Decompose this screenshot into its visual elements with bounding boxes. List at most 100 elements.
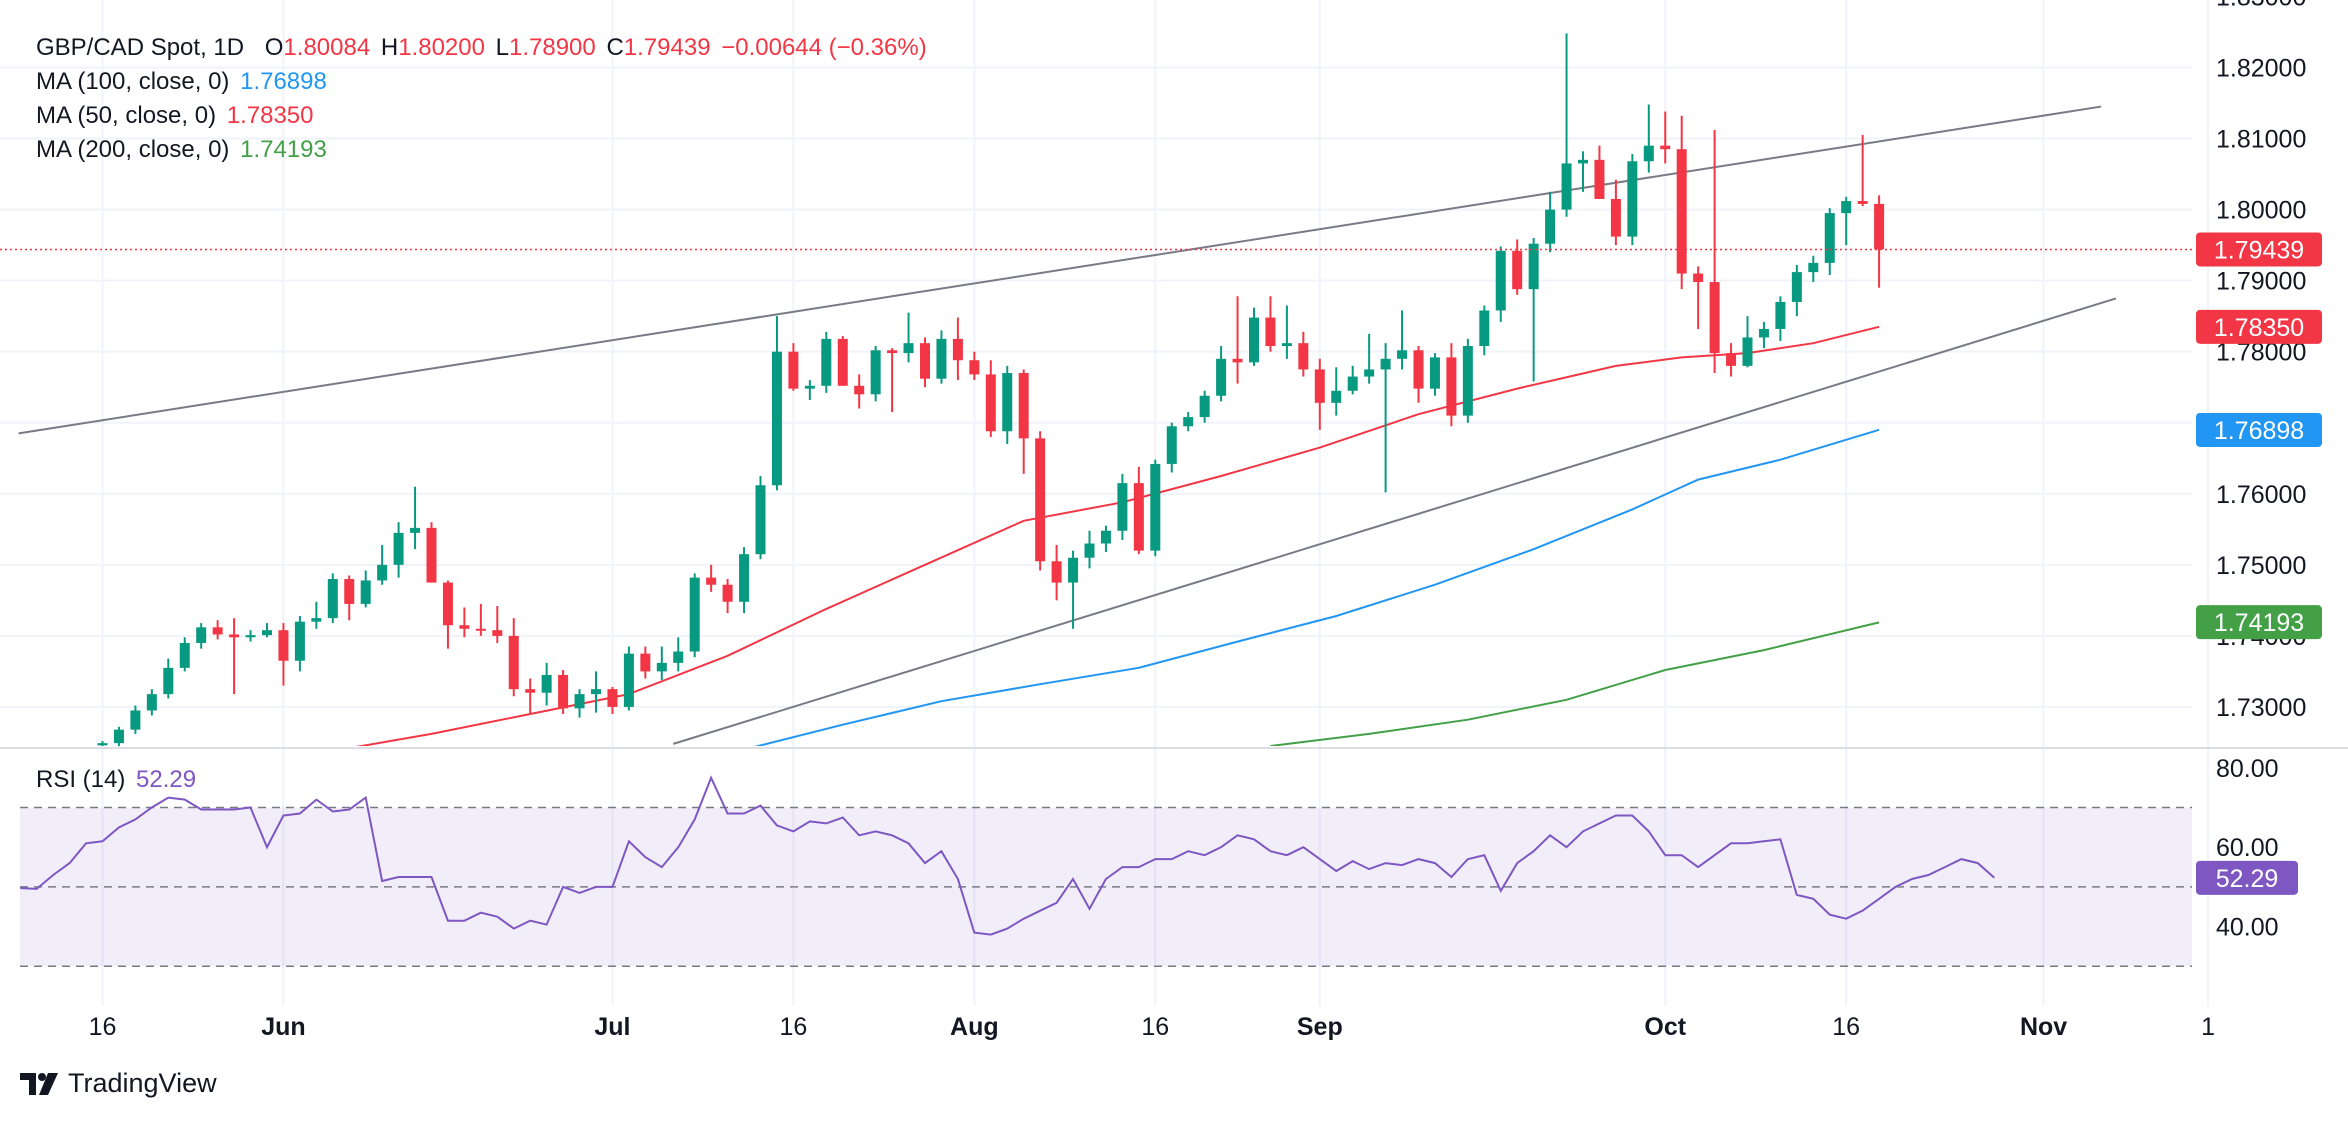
- candle[interactable]: [722, 579, 733, 614]
- candle[interactable]: [278, 623, 289, 686]
- candle[interactable]: [1479, 305, 1490, 356]
- candle[interactable]: [196, 623, 207, 649]
- candle[interactable]: [903, 312, 914, 363]
- candle[interactable]: [212, 620, 223, 640]
- candle[interactable]: [1693, 266, 1704, 329]
- candle[interactable]: [1249, 307, 1259, 366]
- rsi-axis[interactable]: 80.00 60.00 40.00: [2216, 755, 2279, 942]
- candle[interactable]: [1857, 134, 1868, 207]
- candle[interactable]: [656, 646, 667, 680]
- candle[interactable]: [1347, 365, 1358, 395]
- candle[interactable]: [475, 603, 486, 636]
- candle[interactable]: [837, 336, 848, 386]
- candle[interactable]: [1199, 390, 1210, 423]
- candle[interactable]: [245, 630, 256, 642]
- candle[interactable]: [1545, 191, 1556, 253]
- candle[interactable]: [1150, 459, 1161, 557]
- candle[interactable]: [360, 570, 371, 608]
- candle[interactable]: [459, 607, 470, 638]
- candle[interactable]: [1380, 343, 1391, 493]
- candle[interactable]: [1758, 321, 1769, 349]
- candle[interactable]: [1068, 550, 1079, 629]
- candle[interactable]: [969, 351, 980, 381]
- candle[interactable]: [442, 580, 453, 649]
- candle[interactable]: [1528, 238, 1539, 382]
- candle[interactable]: [1676, 115, 1687, 290]
- ma50-legend[interactable]: MA (50, close, 0) 1.78350: [36, 102, 318, 130]
- candle[interactable]: [426, 522, 437, 583]
- candle[interactable]: [821, 331, 832, 393]
- rsi-panel[interactable]: [20, 775, 1995, 936]
- candle[interactable]: [755, 476, 766, 560]
- candle[interactable]: [1183, 412, 1194, 432]
- candle[interactable]: [1314, 358, 1325, 430]
- candle[interactable]: [1429, 353, 1440, 396]
- candle[interactable]: [1495, 246, 1506, 322]
- candle[interactable]: [1035, 431, 1046, 571]
- candle[interactable]: [1627, 154, 1638, 246]
- candle[interactable]: [1232, 296, 1243, 384]
- candles[interactable]: [97, 33, 1885, 746]
- candle[interactable]: [525, 678, 536, 715]
- candle[interactable]: [163, 658, 174, 699]
- candle[interactable]: [920, 337, 930, 388]
- candle[interactable]: [706, 564, 717, 592]
- ma200-legend[interactable]: MA (200, close, 0) 1.74193: [36, 136, 331, 164]
- candle[interactable]: [1281, 305, 1292, 359]
- candle[interactable]: [410, 486, 421, 550]
- candle[interactable]: [887, 348, 898, 413]
- trendline-upper[interactable]: [18, 105, 2102, 435]
- candle[interactable]: [1364, 333, 1375, 384]
- candle[interactable]: [1018, 369, 1029, 474]
- candle[interactable]: [640, 646, 651, 679]
- rsi-line[interactable]: [20, 775, 1995, 936]
- candle[interactable]: [804, 380, 815, 400]
- candle[interactable]: [1775, 296, 1786, 342]
- candle[interactable]: [558, 669, 569, 715]
- candle[interactable]: [146, 689, 157, 716]
- candle[interactable]: [1841, 196, 1852, 246]
- candle[interactable]: [952, 317, 963, 381]
- candle[interactable]: [870, 346, 881, 402]
- candle[interactable]: [1594, 145, 1605, 199]
- candle[interactable]: [1166, 422, 1177, 473]
- candle[interactable]: [689, 573, 700, 658]
- candle[interactable]: [1874, 195, 1885, 288]
- candle[interactable]: [229, 618, 240, 695]
- candle[interactable]: [1084, 530, 1095, 569]
- candle[interactable]: [1824, 208, 1835, 275]
- candle[interactable]: [179, 637, 190, 672]
- candle[interactable]: [1133, 466, 1144, 555]
- candle[interactable]: [262, 623, 272, 638]
- candle[interactable]: [607, 687, 618, 715]
- candle[interactable]: [541, 662, 552, 706]
- candle[interactable]: [508, 618, 519, 697]
- candle[interactable]: [1051, 544, 1062, 601]
- candle[interactable]: [1709, 130, 1720, 373]
- candle[interactable]: [1298, 331, 1309, 377]
- candle[interactable]: [492, 606, 503, 643]
- candle[interactable]: [1726, 343, 1737, 377]
- tradingview-logo[interactable]: TradingView: [20, 1068, 217, 1099]
- candle[interactable]: [673, 637, 684, 672]
- candle[interactable]: [623, 646, 634, 711]
- candle[interactable]: [1561, 33, 1572, 217]
- ma100-legend[interactable]: MA (100, close, 0) 1.76898: [36, 68, 331, 96]
- trendlines[interactable]: [18, 105, 2117, 745]
- candle[interactable]: [1643, 104, 1654, 173]
- symbol-title[interactable]: GBP/CAD Spot, 1D: [36, 34, 245, 61]
- candle[interactable]: [591, 671, 601, 713]
- candle[interactable]: [1100, 525, 1111, 553]
- candle[interactable]: [1446, 343, 1457, 427]
- rsi-legend[interactable]: RSI (14) 52.29: [36, 766, 200, 794]
- candle[interactable]: [1610, 179, 1621, 246]
- candle[interactable]: [1462, 338, 1473, 423]
- candle[interactable]: [311, 601, 322, 629]
- candle[interactable]: [1742, 316, 1753, 368]
- candle[interactable]: [130, 705, 141, 734]
- candle[interactable]: [327, 573, 338, 624]
- candle[interactable]: [1413, 346, 1424, 403]
- time-axis[interactable]: 16 Jun Jul 16 Aug 16 Sep Oct 16 Nov 1: [89, 1013, 2215, 1041]
- candle[interactable]: [1660, 111, 1671, 164]
- candle[interactable]: [1397, 310, 1408, 370]
